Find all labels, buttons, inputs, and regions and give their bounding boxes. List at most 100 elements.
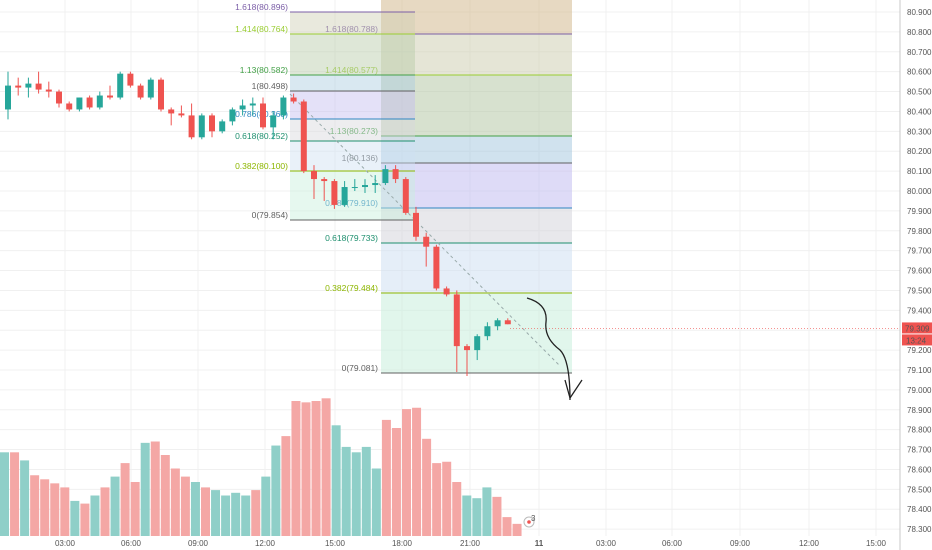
fib-zone [290, 75, 415, 91]
price-tick-label: 80.100 [907, 167, 932, 176]
volume-bar [201, 487, 210, 536]
candle-body [484, 326, 491, 337]
time-tick-label: 12:00 [799, 539, 820, 548]
candle-body [25, 83, 32, 88]
time-tick-label: 06:00 [121, 539, 142, 548]
fib-level-label: 1.13(80.582) [240, 65, 288, 75]
price-tick-label: 80.900 [907, 8, 932, 17]
candle-body [474, 336, 481, 351]
volume-bar [261, 476, 271, 536]
countdown-label: 13:24 [906, 336, 927, 345]
candle-body [5, 85, 11, 110]
volume-bar [472, 498, 482, 536]
candle-body [56, 91, 62, 104]
volume-bar [20, 460, 30, 536]
fib-trend-line [289, 93, 561, 367]
candle-body [372, 183, 379, 186]
fib-zone [290, 171, 415, 220]
fib-zone [381, 34, 572, 75]
fib-level-label: 1.618(80.788) [325, 24, 378, 34]
candle-body [45, 89, 52, 92]
volume-bar [391, 428, 401, 536]
fib-zone [290, 119, 415, 141]
volume-bar [482, 487, 492, 536]
price-tick-label: 80.400 [907, 107, 932, 116]
price-tick-label: 80.600 [907, 68, 932, 77]
volume-bar [120, 463, 130, 536]
price-tick-label: 79.000 [907, 386, 932, 395]
volume-bar [251, 490, 261, 536]
candle-body [494, 320, 501, 327]
fib-level-label: 1.13(80.273) [330, 126, 378, 136]
fib-level-label: 1(80.498) [252, 81, 289, 91]
volume-bar [492, 496, 502, 536]
volume-bar [311, 401, 321, 536]
fib-level-label: 0.382(79.484) [325, 283, 378, 293]
volume-bar [331, 425, 341, 536]
candle-body [464, 346, 470, 351]
candle-body [239, 105, 246, 110]
time-tick-label: 18:00 [392, 539, 413, 548]
volume-bar [371, 468, 381, 536]
fib-level-label: 0.618(79.733) [325, 233, 378, 243]
candle-body [392, 169, 399, 180]
event-marker-count: 3 [531, 514, 536, 523]
volume-bar [150, 441, 160, 536]
candle-body [137, 85, 144, 98]
volume-bar [180, 476, 190, 536]
candle-body [158, 79, 164, 110]
fib-level-label: 0.382(80.100) [235, 161, 288, 171]
price-axis[interactable]: 80.900 80.800 80.700 80.600 80.500 80.400 80.3… [899, 0, 932, 550]
volume-bar [502, 517, 512, 536]
candle-body [433, 246, 440, 289]
volume-bar [221, 495, 231, 536]
fib-zone [290, 34, 415, 75]
volume-bar [30, 475, 40, 536]
volume-bar [301, 402, 311, 536]
candle-body [331, 181, 338, 205]
fib-zone [381, 0, 572, 34]
time-tick-label: 09:00 [730, 539, 751, 548]
volume-bar [512, 523, 522, 536]
fib-level-label: 0(79.081) [342, 363, 379, 373]
hand-drawn-arrow[interactable] [526, 297, 583, 401]
volume-bar [402, 409, 411, 536]
candle-body [362, 185, 368, 188]
volume-bar [60, 487, 70, 536]
time-tick-label: 03:00 [55, 539, 76, 548]
candles-layer [5, 71, 900, 376]
candle-body [321, 179, 328, 182]
candle-body [504, 320, 511, 325]
volume-bar [432, 463, 442, 536]
time-axis[interactable]: 03:00 06:00 09:00 12:00 15:00 18:00 21:00 11 03:… [55, 539, 887, 548]
candle-body [453, 294, 460, 347]
volume-bar [211, 490, 221, 536]
candle-body [351, 187, 358, 189]
candle-body [107, 95, 113, 98]
time-tick-label: 12:00 [255, 539, 276, 548]
candle-body [443, 288, 450, 295]
volume-layer: 3 [0, 398, 536, 536]
fib-level-label: 1(80.136) [342, 153, 379, 163]
price-tick-label: 79.700 [907, 247, 932, 256]
volume-bar [462, 495, 472, 536]
volume-bar [412, 407, 422, 536]
volume-bar [341, 446, 351, 536]
fib-zone [381, 75, 572, 136]
time-tick-label: 09:00 [188, 539, 209, 548]
price-tick-label: 78.900 [907, 406, 932, 415]
time-tick-label: 03:00 [596, 539, 617, 548]
price-tick-label: 80.500 [907, 88, 932, 97]
price-tick-label: 78.800 [907, 426, 932, 435]
price-tick-label: 79.900 [907, 207, 932, 216]
fibonacci-extension-layer[interactable]: 1.618(80.788) 1.414(80.577) 1.13(80.273) 1(… [235, 0, 572, 374]
candle-body [270, 115, 277, 128]
time-tick-label: 21:00 [460, 539, 481, 548]
candle-body [423, 236, 430, 247]
event-marker-dot [527, 520, 531, 524]
price-tick-label: 80.200 [907, 147, 932, 156]
fib-level-label: 0.618(80.252) [235, 131, 288, 141]
price-tick-label: 78.300 [907, 525, 932, 534]
volume-bar [381, 419, 391, 536]
